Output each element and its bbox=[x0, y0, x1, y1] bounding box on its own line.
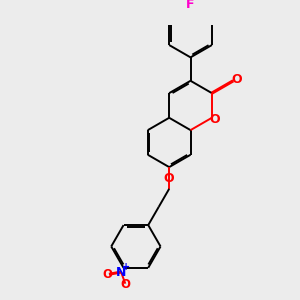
Text: +: + bbox=[122, 262, 130, 272]
Text: O: O bbox=[103, 268, 112, 281]
Text: O: O bbox=[164, 172, 175, 185]
Text: N: N bbox=[116, 266, 126, 279]
Text: O: O bbox=[121, 278, 131, 292]
Text: O: O bbox=[231, 73, 242, 85]
Text: O: O bbox=[210, 113, 220, 126]
Text: F: F bbox=[186, 0, 195, 11]
